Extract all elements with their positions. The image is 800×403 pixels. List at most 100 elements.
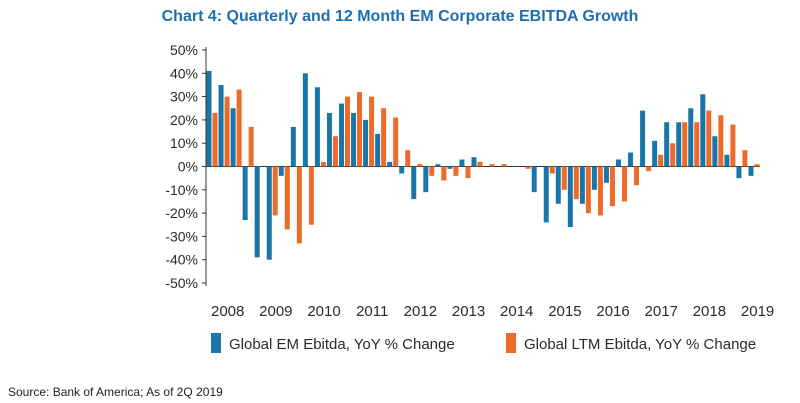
bar-ltm-2q18	[706, 110, 712, 167]
y-tick-label: 20%	[170, 112, 198, 128]
bar-em-1q12	[399, 166, 405, 174]
bar-em-2q11	[363, 119, 369, 167]
bar-ltm-4q09	[296, 166, 302, 244]
bar-em-2q18	[700, 94, 706, 167]
x-tick-label: 2015	[548, 303, 581, 320]
legend-swatch-ltm	[506, 333, 516, 353]
bar-em-3q11	[375, 133, 381, 167]
x-tick-label: 2018	[693, 303, 726, 320]
bar-em-4q09	[290, 126, 296, 167]
bar-ltm-2q15	[561, 166, 567, 190]
x-tick-label: 2008	[211, 303, 244, 320]
x-tick-label: 2013	[452, 303, 485, 320]
bar-em-1q08	[206, 70, 212, 167]
bar-ltm-1q14	[501, 164, 507, 167]
bar-ltm-2q17	[658, 154, 664, 167]
chart-title: Chart 4: Quarterly and 12 Month EM Corpo…	[161, 8, 639, 25]
bar-em-3q18	[712, 136, 718, 167]
bar-ltm-4q12	[441, 166, 447, 181]
bar-em-2q10	[314, 87, 320, 167]
y-tick-label: 10%	[170, 135, 198, 151]
bar-em-3q10	[326, 112, 332, 167]
bar-em-2q17	[652, 140, 658, 167]
y-tick-label: -10%	[165, 182, 198, 198]
bar-em-3q09	[278, 166, 284, 176]
bar-em-1q13	[447, 166, 453, 169]
bar-ltm-4q18	[730, 124, 736, 167]
bar-em-2q15	[555, 166, 561, 204]
bar-em-1q10	[302, 73, 308, 167]
bar-ltm-2q11	[369, 96, 375, 167]
bar-em-2q12	[411, 166, 417, 200]
bar-ltm-4q15	[585, 166, 591, 214]
bar-ltm-4q13	[489, 164, 495, 167]
bar-ltm-3q15	[573, 166, 579, 200]
bar-ltm-3q10	[332, 136, 338, 167]
bar-ltm-4q17	[682, 122, 688, 167]
y-tick-label: -40%	[165, 252, 198, 268]
bar-em-4q14	[531, 166, 537, 193]
bar-ltm-1q19	[742, 150, 748, 167]
legend: Global EM Ebitda, YoY % Change Global LT…	[211, 333, 756, 353]
bar-ltm-4q08	[248, 126, 254, 167]
bar-ltm-3q17	[670, 143, 676, 167]
bar-ltm-2q19	[754, 164, 760, 167]
bar-em-1q18	[688, 108, 694, 167]
bar-em-4q16	[628, 152, 634, 167]
bar-em-3q17	[664, 122, 670, 167]
plot-area: 50% 40% 30% 20% 10% 0% -10% -20% -30% -40% -50% 200…	[165, 42, 774, 320]
bar-ltm-1q10	[308, 166, 314, 225]
bar-ltm-3q18	[718, 115, 724, 167]
y-tick-label: -30%	[165, 228, 198, 244]
bar-em-3q12	[423, 166, 429, 193]
bar-ltm-1q16	[597, 166, 603, 216]
bar-em-2q08	[218, 84, 224, 167]
x-tick-label: 2014	[500, 303, 533, 320]
bar-em-1q15	[543, 166, 549, 223]
bar-ltm-1q15	[549, 166, 555, 174]
bar-em-2q19	[748, 166, 754, 176]
y-tick-label: -20%	[165, 205, 198, 221]
bar-em-4q11	[387, 161, 393, 167]
bar-em-2q16	[603, 166, 609, 183]
bar-em-4q15	[579, 166, 585, 204]
bar-em-1q17	[640, 110, 646, 167]
bar-em-2q09	[266, 166, 272, 260]
bar-ltm-2q13	[465, 166, 471, 179]
x-tick-label: 2010	[307, 303, 340, 320]
bar-ltm-1q08	[212, 112, 218, 167]
bar-ltm-3q12	[429, 166, 435, 176]
bar-em-1q16	[591, 166, 597, 190]
y-tick-label: 40%	[170, 65, 198, 81]
y-tick-label: 30%	[170, 89, 198, 105]
bar-em-2q13	[459, 159, 465, 167]
legend-label-em: Global EM Ebitda, YoY % Change	[229, 336, 455, 353]
bar-ltm-4q11	[393, 117, 399, 167]
bar-ltm-3q11	[381, 108, 387, 167]
source-note: Source: Bank of America; As of 2Q 2019	[8, 385, 223, 399]
bar-ltm-1q13	[453, 166, 459, 176]
bar-em-3q16	[616, 159, 621, 167]
bar-ltm-3q14	[525, 166, 531, 169]
bar-em-4q17	[676, 122, 682, 167]
legend-label-ltm: Global LTM Ebitda, YoY % Change	[524, 336, 756, 353]
bar-em-4q10	[339, 103, 344, 167]
y-tick-label: -50%	[165, 275, 198, 291]
bar-em-1q09	[254, 166, 260, 258]
bar-em-4q18	[724, 154, 730, 167]
bar-em-4q12	[435, 164, 441, 167]
bar-em-3q15	[567, 166, 573, 228]
legend-swatch-em	[211, 333, 221, 353]
x-tick-label: 2017	[645, 303, 678, 320]
bar-ltm-1q12	[405, 150, 411, 167]
x-tick-label: 2012	[404, 303, 437, 320]
bar-ltm-2q08	[224, 96, 230, 167]
bar-em-1q11	[351, 112, 357, 167]
bar-em-4q08	[242, 166, 248, 221]
bar-ltm-3q13	[477, 161, 483, 167]
bar-ltm-2q16	[609, 166, 615, 207]
bar-ltm-1q17	[646, 166, 652, 172]
x-tick-label: 2011	[356, 303, 388, 320]
bar-ltm-3q16	[622, 166, 627, 202]
bar-ltm-1q18	[694, 122, 700, 167]
